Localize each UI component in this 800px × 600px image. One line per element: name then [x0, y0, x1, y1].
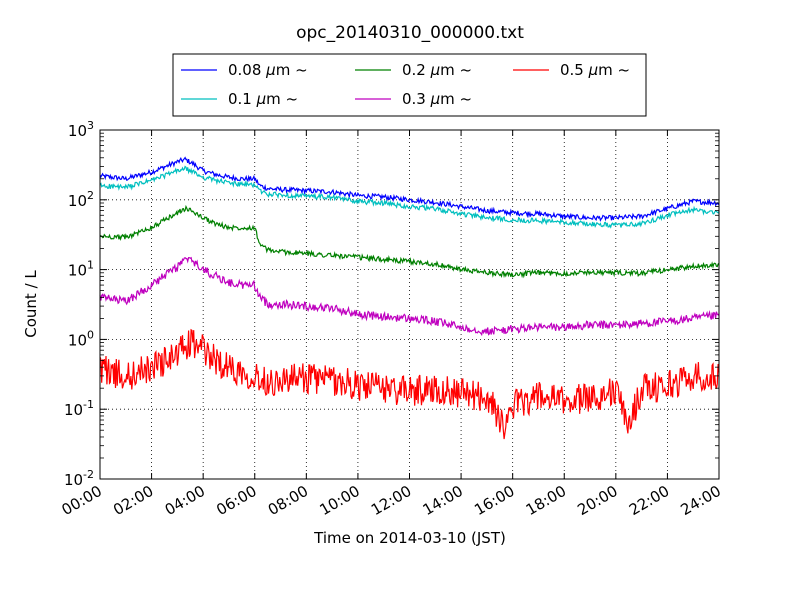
- series-line-1: [99, 165, 720, 229]
- legend: 0.08 μm ~ 0.1 μm ~ 0.2 μm ~ 0.3 μm ~ 0.5 μm …: [172, 53, 647, 117]
- legend-label: 0.1 μm ~: [228, 90, 298, 108]
- y-tick-label: 102: [68, 189, 94, 210]
- plot-border: [99, 129, 720, 480]
- plot-area: [100, 130, 719, 479]
- series-line-2: [99, 204, 720, 279]
- y-tick-label: 10-2: [64, 468, 94, 489]
- series-line-3: [99, 256, 720, 337]
- series-line-0: [99, 156, 720, 222]
- series-line-4: [99, 328, 720, 440]
- legend-label: 0.5 μm ~: [560, 61, 630, 79]
- y-tick-label: 10-1: [64, 398, 94, 419]
- y-tick-label: 103: [68, 119, 94, 140]
- y-axis-label: Count / L: [22, 270, 40, 338]
- x-axis-label: Time on 2014-03-10 (JST): [313, 529, 506, 547]
- legend-label: 0.2 μm ~: [402, 61, 472, 79]
- legend-box: [172, 53, 647, 117]
- series-layer: [99, 156, 720, 440]
- y-tick-labels: 10-2 10-1 100 101 102 103: [64, 119, 94, 489]
- chart-title: opc_20140310_000000.txt: [296, 23, 524, 43]
- legend-label: 0.3 μm ~: [402, 90, 472, 108]
- y-tick-label: 100: [68, 328, 94, 349]
- y-tick-label: 101: [68, 259, 94, 280]
- legend-label: 0.08 μm ~: [228, 61, 308, 79]
